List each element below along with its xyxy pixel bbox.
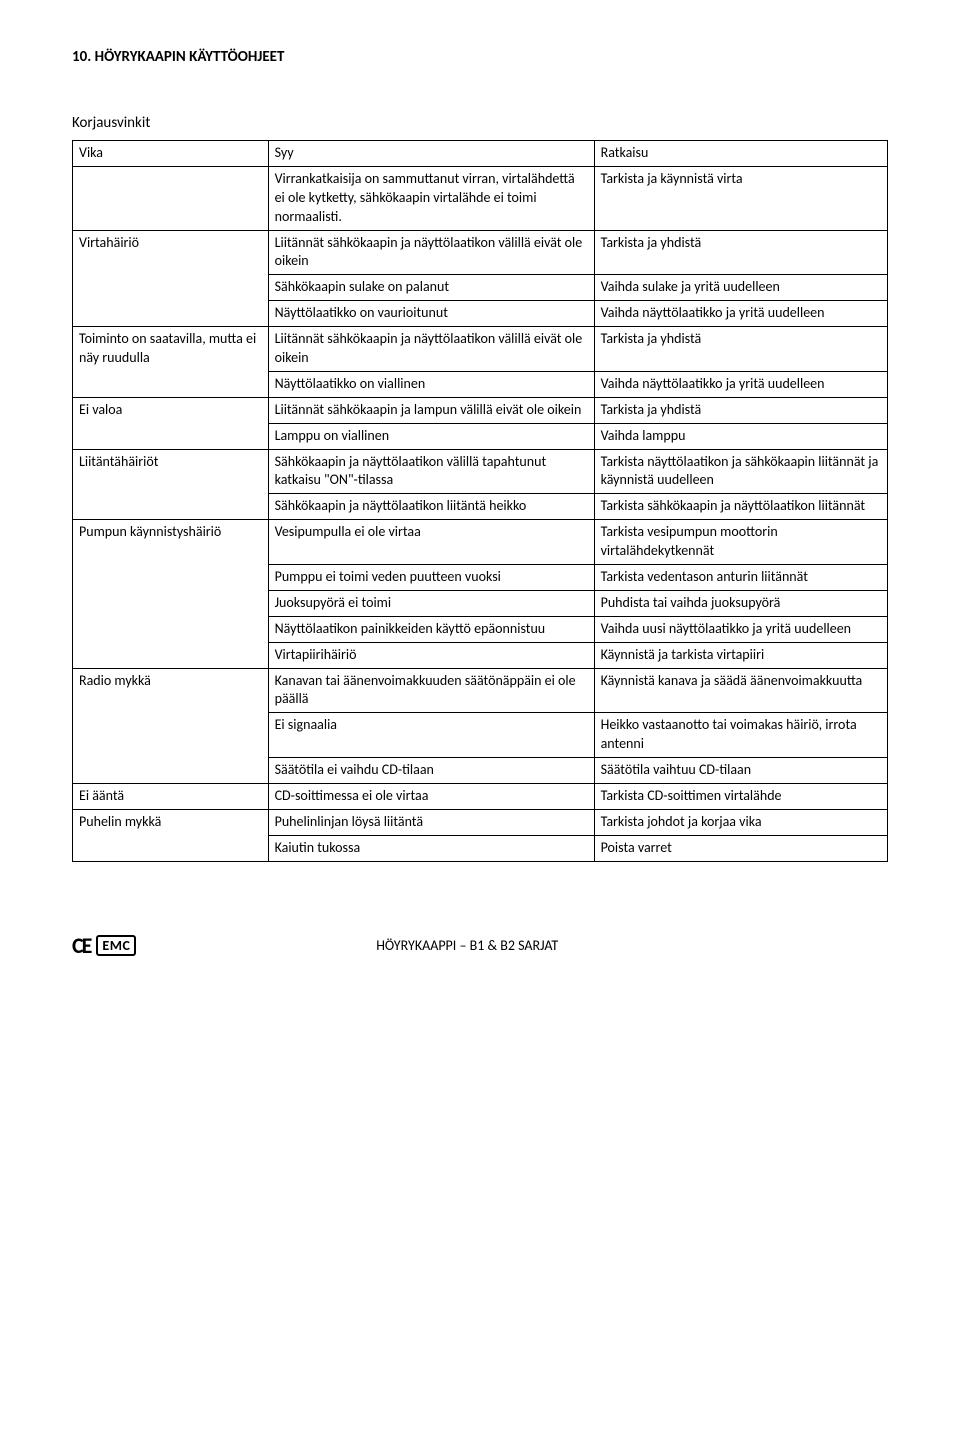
cause-cell: Liitännät sähkökaapin ja näyttölaatikon … [268, 327, 594, 372]
table-header-cell: Vika [73, 141, 269, 167]
solution-cell: Puhdista tai vaihda juoksupyörä [594, 590, 887, 616]
cause-cell: Puhelinlinjan löysä liitäntä [268, 809, 594, 835]
page-footer: CE EMC HÖYRYKAAPPI – B1 & B2 SARJAT [72, 932, 888, 959]
solution-cell: Vaihda sulake ja yritä uudelleen [594, 275, 887, 301]
solution-cell: Vaihda näyttölaatikko ja yritä uudelleen [594, 301, 887, 327]
cause-cell: Liitännät sähkökaapin ja lampun välillä … [268, 397, 594, 423]
table-row: Pumpun käynnistyshäiriöVesipumpulla ei o… [73, 520, 888, 565]
solution-cell: Käynnistä ja tarkista virtapiiri [594, 642, 887, 668]
table-row: Ei ääntäCD-soittimessa ei ole virtaaTark… [73, 784, 888, 810]
cause-cell: Sähkökaapin sulake on palanut [268, 275, 594, 301]
solution-cell: Tarkista vedentason anturin liitännät [594, 565, 887, 591]
solution-cell: Tarkista johdot ja korjaa vika [594, 809, 887, 835]
cause-cell: Sähkökaapin ja näyttölaatikon liitäntä h… [268, 494, 594, 520]
cause-cell: Juoksupyörä ei toimi [268, 590, 594, 616]
table-header-cell: Syy [268, 141, 594, 167]
cause-cell: Liitännät sähkökaapin ja näyttölaatikon … [268, 230, 594, 275]
solution-cell: Vaihda näyttölaatikko ja yritä uudelleen [594, 371, 887, 397]
fault-cell: Virtahäiriö [73, 230, 269, 327]
page-heading: 10. HÖYRYKAAPIN KÄYTTÖOHJEET [72, 48, 888, 66]
cause-cell: Lamppu on viallinen [268, 423, 594, 449]
emc-mark-icon: EMC [96, 935, 136, 956]
cause-cell: Säätötila ei vaihdu CD-tilaan [268, 758, 594, 784]
cause-cell: Ei signaalia [268, 713, 594, 758]
table-row: Virrankatkaisija on sammuttanut virran, … [73, 166, 888, 230]
fault-cell: Ei valoa [73, 397, 269, 449]
cause-cell: Sähkökaapin ja näyttölaatikon välillä ta… [268, 449, 594, 494]
fault-cell: Puhelin mykkä [73, 809, 269, 861]
solution-cell: Poista varret [594, 835, 887, 861]
table-row: Toiminto on saatavilla, mutta ei näy ruu… [73, 327, 888, 372]
solution-cell: Vaihda lamppu [594, 423, 887, 449]
table-row: VirtahäiriöLiitännät sähkökaapin ja näyt… [73, 230, 888, 275]
solution-cell: Tarkista ja yhdistä [594, 397, 887, 423]
table-row: Puhelin mykkäPuhelinlinjan löysä liitänt… [73, 809, 888, 835]
cause-cell: Näyttölaatikon painikkeiden käyttö epäon… [268, 616, 594, 642]
fault-cell: Pumpun käynnistyshäiriö [73, 520, 269, 668]
fault-cell: Ei ääntä [73, 784, 269, 810]
solution-cell: Tarkista vesipumpun moottorin virtalähde… [594, 520, 887, 565]
cause-cell: CD-soittimessa ei ole virtaa [268, 784, 594, 810]
cause-cell: Näyttölaatikko on viallinen [268, 371, 594, 397]
table-row: Radio mykkäKanavan tai äänenvoimakkuuden… [73, 668, 888, 713]
solution-cell: Tarkista ja käynnistä virta [594, 166, 887, 230]
solution-cell: Tarkista ja yhdistä [594, 230, 887, 275]
cause-cell: Kanavan tai äänenvoimakkuuden säätönäppä… [268, 668, 594, 713]
troubleshooting-table: VikaSyyRatkaisuVirrankatkaisija on sammu… [72, 140, 888, 862]
fault-cell: Liitäntähäiriöt [73, 449, 269, 520]
solution-cell: Säätötila vaihtuu CD-tilaan [594, 758, 887, 784]
section-subheading: Korjausvinkit [72, 114, 888, 132]
cause-cell: Virrankatkaisija on sammuttanut virran, … [268, 166, 594, 230]
solution-cell: Käynnistä kanava ja säädä äänenvoimakkuu… [594, 668, 887, 713]
footer-title: HÖYRYKAAPPI – B1 & B2 SARJAT [136, 937, 888, 954]
solution-cell: Vaihda uusi näyttölaatikko ja yritä uude… [594, 616, 887, 642]
table-header-cell: Ratkaisu [594, 141, 887, 167]
solution-cell: Tarkista CD-soittimen virtalähde [594, 784, 887, 810]
cause-cell: Kaiutin tukossa [268, 835, 594, 861]
solution-cell: Tarkista ja yhdistä [594, 327, 887, 372]
fault-cell: Toiminto on saatavilla, mutta ei näy ruu… [73, 327, 269, 398]
solution-cell: Tarkista näyttölaatikon ja sähkökaapin l… [594, 449, 887, 494]
solution-cell: Tarkista sähkökaapin ja näyttölaatikon l… [594, 494, 887, 520]
table-row: Ei valoaLiitännät sähkökaapin ja lampun … [73, 397, 888, 423]
cause-cell: Näyttölaatikko on vaurioitunut [268, 301, 594, 327]
fault-cell: Radio mykkä [73, 668, 269, 783]
table-row: LiitäntähäiriötSähkökaapin ja näyttölaat… [73, 449, 888, 494]
cause-cell: Pumppu ei toimi veden puutteen vuoksi [268, 565, 594, 591]
ce-mark-icon: CE [72, 932, 90, 959]
cause-cell: Vesipumpulla ei ole virtaa [268, 520, 594, 565]
cause-cell: Virtapiirihäiriö [268, 642, 594, 668]
solution-cell: Heikko vastaanotto tai voimakas häiriö, … [594, 713, 887, 758]
fault-cell [73, 166, 269, 230]
